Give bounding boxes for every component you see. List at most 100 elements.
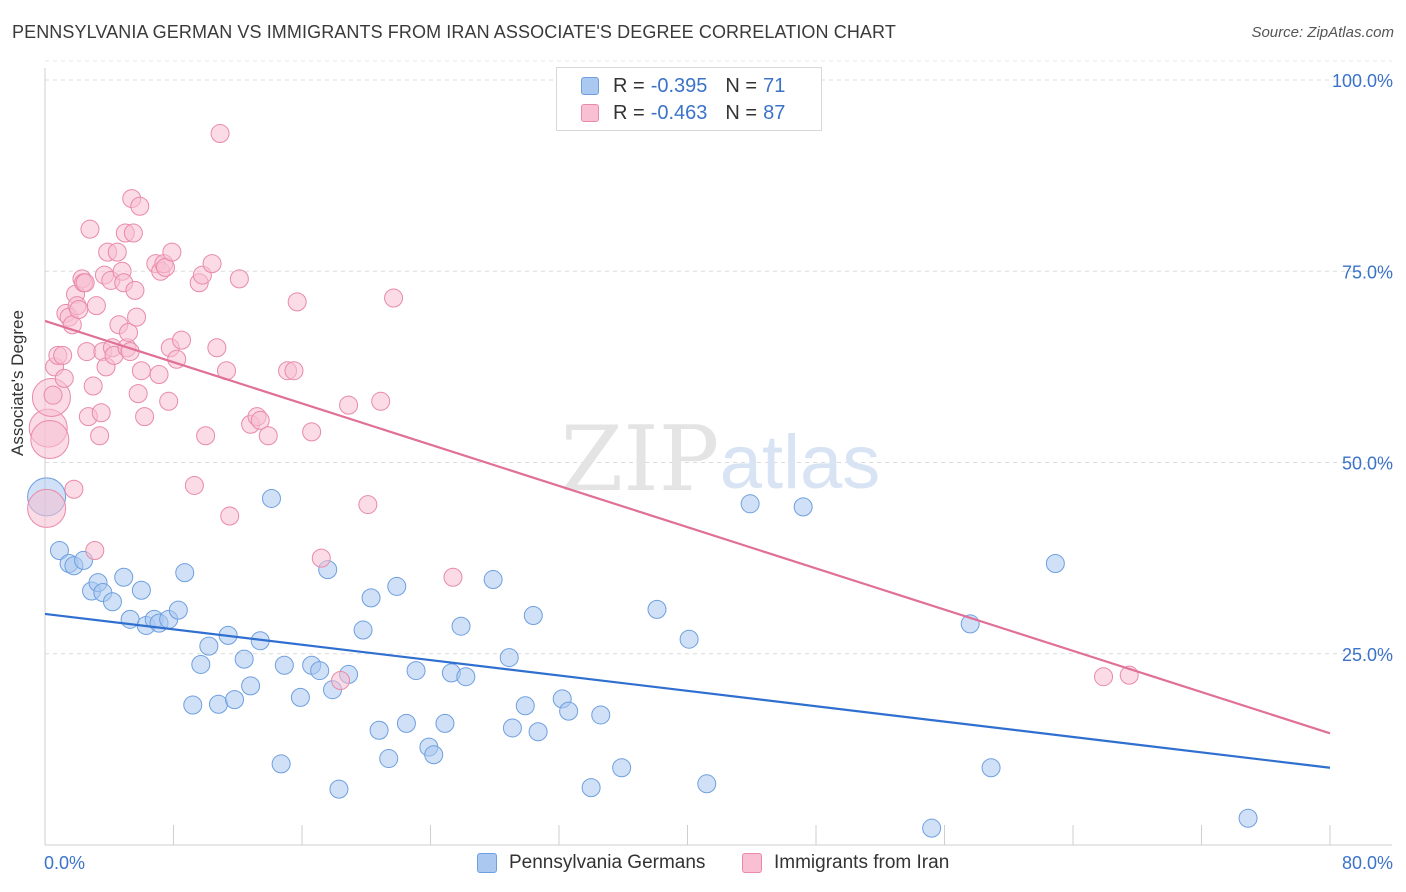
- data-point: [396, 713, 416, 733]
- legend-row-pennsylvania: R = -0.395 N = 71: [581, 74, 785, 98]
- data-point: [406, 661, 426, 681]
- data-point: [250, 410, 270, 430]
- data-point: [922, 818, 942, 838]
- data-point: [581, 778, 601, 798]
- data-point: [456, 667, 476, 687]
- data-point: [274, 655, 294, 675]
- data-point: [311, 548, 331, 568]
- data-point: [220, 506, 240, 526]
- data-point: [384, 288, 404, 308]
- n-value: 87: [763, 101, 786, 124]
- watermark: ZIP atlas: [561, 407, 881, 512]
- data-point: [1094, 667, 1114, 687]
- data-point: [443, 567, 463, 587]
- data-point: [515, 696, 535, 716]
- source-label: Source: ZipAtlas.com: [1251, 24, 1394, 41]
- data-point: [210, 124, 230, 144]
- x-tick-label: 80.0%: [1342, 853, 1393, 873]
- data-point: [287, 292, 307, 312]
- legend-item-immigrants-from-iran: Immigrants from Iran: [742, 852, 949, 874]
- gridlines: [45, 60, 1392, 655]
- r-label: R =: [613, 74, 645, 97]
- data-point: [353, 620, 373, 640]
- data-point: [80, 219, 100, 239]
- data-point: [329, 779, 349, 799]
- data-point: [27, 488, 67, 528]
- data-point: [1045, 553, 1065, 573]
- y-axis-label: Associate's Degree: [8, 310, 27, 456]
- data-point: [302, 422, 322, 442]
- data-point: [83, 376, 103, 396]
- trend-line: [44, 612, 1331, 769]
- data-point: [114, 567, 134, 587]
- data-point: [69, 300, 89, 319]
- y-tick-label: 50.0%: [1342, 454, 1393, 474]
- data-point: [229, 269, 249, 289]
- correlation-legend: R = -0.395 N = 71 R = -0.463 N = 87: [556, 67, 822, 131]
- data-point: [86, 296, 106, 316]
- legend-swatch-pink: [581, 104, 599, 122]
- data-point: [208, 694, 228, 714]
- data-point: [424, 745, 444, 765]
- n-label: N =: [725, 74, 758, 97]
- data-point: [159, 391, 179, 411]
- data-point: [175, 563, 195, 583]
- data-point: [361, 588, 381, 608]
- data-point: [697, 774, 717, 794]
- data-point: [483, 570, 503, 590]
- data-point: [202, 254, 222, 274]
- data-point: [358, 495, 378, 515]
- legend-row-iran: R = -0.463 N = 87: [581, 101, 785, 125]
- data-point: [523, 606, 543, 625]
- data-point: [339, 395, 359, 415]
- data-point: [379, 749, 399, 769]
- data-point: [371, 391, 391, 411]
- data-point: [85, 540, 105, 560]
- data-point: [102, 592, 122, 612]
- data-point: [258, 426, 278, 446]
- r-value: -0.395: [650, 74, 708, 97]
- data-point: [1238, 808, 1258, 828]
- n-value: 71: [763, 74, 786, 97]
- data-point: [191, 654, 211, 674]
- r-label: R =: [613, 101, 645, 124]
- data-point: [123, 223, 143, 243]
- data-point: [499, 648, 519, 668]
- legend-label: Pennsylvania Germans: [509, 852, 706, 873]
- r-value: -0.463: [650, 101, 708, 124]
- y-tick-labels: 100.0% 75.0% 50.0% 25.0%: [1332, 71, 1393, 665]
- legend-swatch-pink: [742, 853, 762, 873]
- data-point: [183, 695, 203, 715]
- x-tick-label: 0.0%: [44, 853, 85, 873]
- data-point: [528, 722, 548, 742]
- n-label: N =: [725, 101, 758, 124]
- data-point: [54, 368, 74, 388]
- data-point: [435, 713, 455, 733]
- data-point: [234, 649, 254, 669]
- data-point: [172, 330, 192, 350]
- legend-swatch-blue: [477, 853, 497, 873]
- legend-swatch-blue: [581, 77, 599, 95]
- data-point: [53, 345, 73, 365]
- data-point: [125, 280, 145, 300]
- y-tick-label: 75.0%: [1342, 262, 1393, 282]
- data-point: [740, 494, 760, 514]
- chart-title: PENNSYLVANIA GERMAN VS IMMIGRANTS FROM I…: [12, 22, 896, 42]
- data-point: [119, 322, 139, 342]
- data-point: [793, 497, 813, 517]
- data-point: [207, 338, 227, 358]
- data-point: [30, 420, 70, 460]
- data-point: [49, 540, 69, 560]
- data-point: [241, 676, 261, 696]
- legend-label: Immigrants from Iran: [774, 852, 950, 873]
- trend-lines: [44, 319, 1331, 769]
- watermark-atlas: atlas: [720, 420, 881, 505]
- data-point: [290, 687, 310, 707]
- data-point: [225, 690, 245, 710]
- data-point: [168, 600, 188, 620]
- data-point: [284, 361, 304, 381]
- data-point: [184, 475, 204, 495]
- data-point: [127, 307, 147, 327]
- data-point: [331, 671, 351, 691]
- legend-item-pennsylvania-germans: Pennsylvania Germans: [477, 852, 705, 874]
